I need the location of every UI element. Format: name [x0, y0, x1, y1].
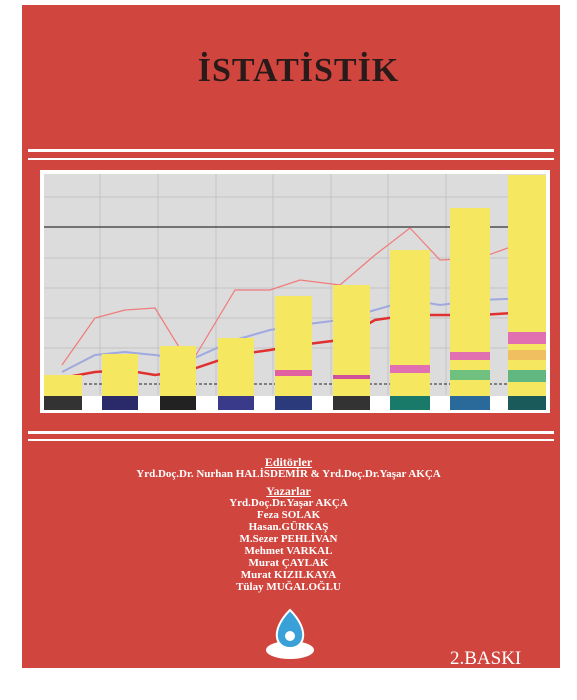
author-name: M.Sezer PEHLİVAN — [239, 533, 338, 545]
author-name: Mehmet VARKAL — [244, 545, 333, 557]
author-name: Tülay MUĞALOĞLU — [236, 581, 341, 593]
author-name: Murat ÇAYLAK — [248, 557, 329, 569]
editors: Yrd.Doç.Dr. Nurhan HALİSDEMİR & Yrd.Doç.… — [136, 468, 441, 480]
author-name: Feza SOLAK — [256, 509, 321, 521]
edition: 2.BASKI — [450, 648, 522, 669]
author-name: Yrd.Doç.Dr.Yaşar AKÇA — [229, 497, 348, 509]
author-name: Hasan.GÜRKAŞ — [248, 521, 329, 533]
authors-heading: Yazarlar — [266, 484, 311, 498]
author-name: Murat KIZILKAYA — [240, 569, 337, 581]
logo — [266, 608, 314, 659]
editors-heading: Editörler — [264, 455, 313, 469]
book-title: İSTATİSTİK — [197, 52, 400, 89]
